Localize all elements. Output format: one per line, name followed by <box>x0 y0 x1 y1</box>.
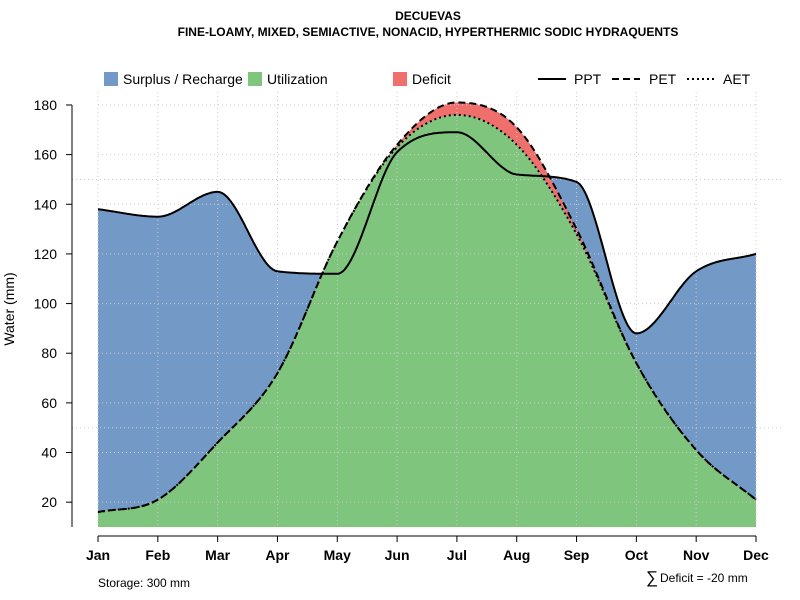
legend-utilization-label: Utilization <box>267 71 328 87</box>
x-tick-label-mar: Mar <box>205 547 230 563</box>
legend: Surplus / Recharge Utilization Deficit P… <box>104 71 751 87</box>
x-tick-label-apr: Apr <box>265 547 290 563</box>
series-line-ppt <box>97 131 757 335</box>
x-tick-label-nov: Nov <box>683 547 710 563</box>
legend-utilization-swatch <box>248 72 262 86</box>
y-tick-label-3: 80 <box>41 345 57 361</box>
y-tick-label-5: 120 <box>34 246 58 262</box>
y-tick-label-4: 100 <box>34 296 58 312</box>
utilization-area <box>98 114 756 528</box>
storage-annotation: Storage: 300 mm <box>98 576 190 590</box>
y-tick-label-8: 180 <box>34 97 58 113</box>
legend-surplus-label: Surplus / Recharge <box>123 71 243 87</box>
deficit-sum-icon: ∑ <box>646 568 658 587</box>
x-tick-label-jan: Jan <box>86 547 110 563</box>
y-axis-label: Water (mm) <box>1 272 17 345</box>
legend-aet-label: AET <box>723 71 751 87</box>
chart-subtitle: FINE-LOAMY, MIXED, SEMIACTIVE, NONACID, … <box>178 25 679 39</box>
x-tick-label-jun: Jun <box>385 547 410 563</box>
deficit-annotation: Deficit = -20 mm <box>660 571 748 585</box>
y-tick-label-2: 60 <box>41 395 57 411</box>
x-tick-label-may: May <box>324 547 351 563</box>
x-tick-label-sep: Sep <box>564 547 590 563</box>
x-tick-label-dec: Dec <box>743 547 769 563</box>
series-line-aet <box>97 113 757 514</box>
y-tick-label-0: 20 <box>41 494 57 510</box>
legend-deficit-label: Deficit <box>412 71 451 87</box>
y-tick-label-7: 160 <box>34 147 58 163</box>
legend-ppt-label: PPT <box>574 71 602 87</box>
legend-pet-label: PET <box>649 71 677 87</box>
x-tick-label-feb: Feb <box>145 547 170 563</box>
plot-area: 20 40 60 80 100 120 140 160 180 Jan Feb Mar Apr May Ju… <box>34 92 784 563</box>
legend-surplus-swatch <box>104 72 118 86</box>
chart-title: DECUEVAS <box>395 9 461 23</box>
x-tick-label-aug: Aug <box>503 547 530 563</box>
x-tick-label-jul: Jul <box>447 547 467 563</box>
legend-deficit-swatch <box>393 72 407 86</box>
x-tick-label-oct: Oct <box>625 547 649 563</box>
y-tick-label-1: 40 <box>41 445 57 461</box>
y-tick-label-6: 140 <box>34 196 58 212</box>
